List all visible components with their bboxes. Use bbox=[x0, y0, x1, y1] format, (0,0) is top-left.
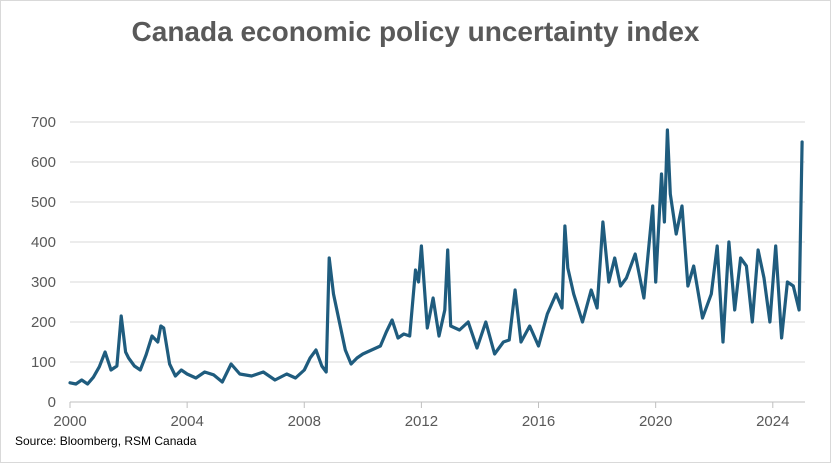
x-tick-label: 2008 bbox=[288, 413, 321, 430]
y-tick-label: 500 bbox=[31, 194, 56, 211]
x-tick-label: 2004 bbox=[170, 413, 203, 430]
series-line-0 bbox=[68, 128, 804, 386]
y-axis-ticks: 0 100 200 300 400 500 600 700 bbox=[31, 114, 56, 411]
x-tick-label: 2000 bbox=[53, 413, 86, 430]
y-tick-label: 700 bbox=[31, 114, 56, 131]
x-tick-label: 2024 bbox=[756, 413, 789, 430]
y-tick-label: 300 bbox=[31, 274, 56, 291]
chart-title: Canada economic policy uncertainty index bbox=[131, 16, 700, 47]
y-tick-label: 600 bbox=[31, 154, 56, 171]
y-tick-label: 0 bbox=[48, 394, 56, 411]
y-tick-label: 200 bbox=[31, 314, 56, 331]
series-lines bbox=[68, 128, 804, 386]
x-axis bbox=[69, 401, 805, 408]
y-tick-label: 100 bbox=[31, 354, 56, 371]
x-axis-ticks: 2000 2004 2008 2012 2016 2020 2024 bbox=[53, 413, 789, 430]
source-note: Source: Bloomberg, RSM Canada bbox=[15, 434, 197, 448]
x-tick-label: 2016 bbox=[522, 413, 555, 430]
y-tick-label: 400 bbox=[31, 234, 56, 251]
gridlines bbox=[70, 121, 805, 363]
x-tick-label: 2020 bbox=[639, 413, 672, 430]
x-tick-label: 2012 bbox=[405, 413, 438, 430]
